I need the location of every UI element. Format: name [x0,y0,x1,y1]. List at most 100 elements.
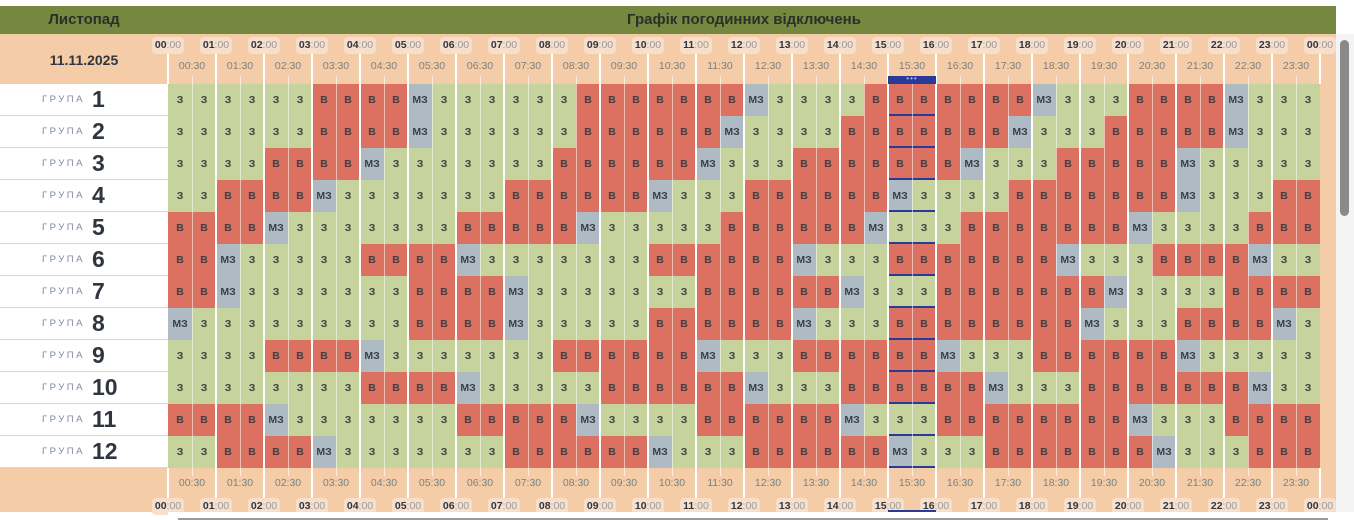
schedule-cell[interactable]: З [576,372,600,404]
schedule-cell[interactable]: В [1032,436,1056,468]
schedule-cell[interactable]: В [1272,180,1296,212]
schedule-cell[interactable]: З [1128,276,1152,308]
schedule-cell[interactable]: В [408,308,432,340]
schedule-cell[interactable]: З [1296,244,1320,276]
schedule-cell[interactable]: В [840,340,864,372]
schedule-cell[interactable]: МЗ [1008,116,1032,148]
schedule-cell[interactable]: В [600,180,624,212]
schedule-cell[interactable]: З [888,404,912,436]
schedule-cell[interactable]: МЗ [216,276,240,308]
schedule-cell[interactable]: В [1104,340,1128,372]
schedule-cell[interactable]: З [1272,148,1296,180]
schedule-cell[interactable]: МЗ [1152,436,1176,468]
schedule-cell[interactable]: В [960,308,984,340]
schedule-cell[interactable]: З [1224,180,1248,212]
schedule-cell[interactable]: З [816,372,840,404]
schedule-cell[interactable]: В [864,84,888,116]
schedule-cell[interactable]: З [528,340,552,372]
schedule-cell[interactable]: З [1008,340,1032,372]
schedule-cell[interactable]: В [792,148,816,180]
schedule-cell[interactable]: В [1056,436,1080,468]
schedule-cell[interactable]: МЗ [1224,116,1248,148]
schedule-cell[interactable]: З [1272,244,1296,276]
schedule-cell[interactable]: З [264,276,288,308]
schedule-cell[interactable]: В [840,180,864,212]
schedule-cell[interactable]: З [264,308,288,340]
schedule-cell[interactable]: З [1296,84,1320,116]
schedule-cell[interactable]: МЗ [456,244,480,276]
schedule-cell[interactable]: В [312,116,336,148]
schedule-cell[interactable]: МЗ [1224,84,1248,116]
schedule-cell[interactable]: В [696,308,720,340]
schedule-cell[interactable]: В [1080,340,1104,372]
schedule-cell[interactable]: В [672,308,696,340]
schedule-cell[interactable]: В [408,276,432,308]
schedule-cell[interactable]: В [936,84,960,116]
schedule-cell[interactable]: В [1008,180,1032,212]
schedule-cell[interactable]: В [1224,244,1248,276]
schedule-cell[interactable]: З [840,244,864,276]
schedule-cell[interactable]: МЗ [1032,84,1056,116]
schedule-cell[interactable]: В [1224,276,1248,308]
schedule-cell[interactable]: В [888,308,912,340]
schedule-cell[interactable]: В [888,372,912,404]
schedule-cell[interactable]: В [360,116,384,148]
schedule-cell[interactable]: В [1008,212,1032,244]
schedule-cell[interactable]: З [336,404,360,436]
schedule-cell[interactable]: З [192,148,216,180]
schedule-cell[interactable]: З [216,308,240,340]
schedule-cell[interactable]: З [336,212,360,244]
schedule-cell[interactable]: МЗ [264,404,288,436]
schedule-cell[interactable]: В [1272,212,1296,244]
schedule-cell[interactable]: З [552,244,576,276]
schedule-cell[interactable]: З [504,372,528,404]
schedule-cell[interactable]: В [696,276,720,308]
schedule-cell[interactable]: З [240,244,264,276]
schedule-cell[interactable]: МЗ [696,148,720,180]
schedule-cell[interactable]: З [192,180,216,212]
schedule-cell[interactable]: В [432,276,456,308]
schedule-cell[interactable]: В [552,148,576,180]
schedule-cell[interactable]: В [864,180,888,212]
schedule-cell[interactable]: В [984,436,1008,468]
schedule-cell[interactable]: В [744,244,768,276]
schedule-cell[interactable]: МЗ [792,244,816,276]
schedule-cell[interactable]: В [408,244,432,276]
schedule-cell[interactable]: З [792,116,816,148]
schedule-cell[interactable]: З [696,212,720,244]
schedule-cell[interactable]: З [384,212,408,244]
schedule-cell[interactable]: З [696,180,720,212]
schedule-cell[interactable]: В [288,436,312,468]
schedule-cell[interactable]: В [936,276,960,308]
schedule-cell[interactable]: З [528,116,552,148]
schedule-cell[interactable]: З [1248,180,1272,212]
schedule-cell[interactable]: В [360,84,384,116]
schedule-cell[interactable]: З [384,340,408,372]
schedule-cell[interactable]: В [648,84,672,116]
schedule-cell[interactable]: В [648,116,672,148]
schedule-cell[interactable]: В [1152,84,1176,116]
schedule-cell[interactable]: В [744,180,768,212]
schedule-cell[interactable]: В [1176,244,1200,276]
schedule-cell[interactable]: З [1248,116,1272,148]
schedule-cell[interactable]: В [264,148,288,180]
schedule-cell[interactable]: З [768,148,792,180]
schedule-cell[interactable]: В [1128,116,1152,148]
schedule-cell[interactable]: В [696,404,720,436]
schedule-cell[interactable]: З [528,372,552,404]
schedule-cell[interactable]: В [816,436,840,468]
schedule-cell[interactable]: В [1008,404,1032,436]
schedule-cell[interactable]: З [1224,148,1248,180]
schedule-cell[interactable]: МЗ [576,212,600,244]
schedule-cell[interactable]: З [1104,84,1128,116]
schedule-cell[interactable]: В [216,436,240,468]
schedule-cell[interactable]: В [1008,436,1032,468]
schedule-cell[interactable]: З [288,308,312,340]
schedule-cell[interactable]: В [720,404,744,436]
schedule-cell[interactable]: В [1104,180,1128,212]
schedule-cell[interactable]: З [336,372,360,404]
schedule-cell[interactable]: З [552,84,576,116]
schedule-cell[interactable]: В [912,372,936,404]
schedule-cell[interactable]: З [216,84,240,116]
schedule-cell[interactable]: З [264,372,288,404]
